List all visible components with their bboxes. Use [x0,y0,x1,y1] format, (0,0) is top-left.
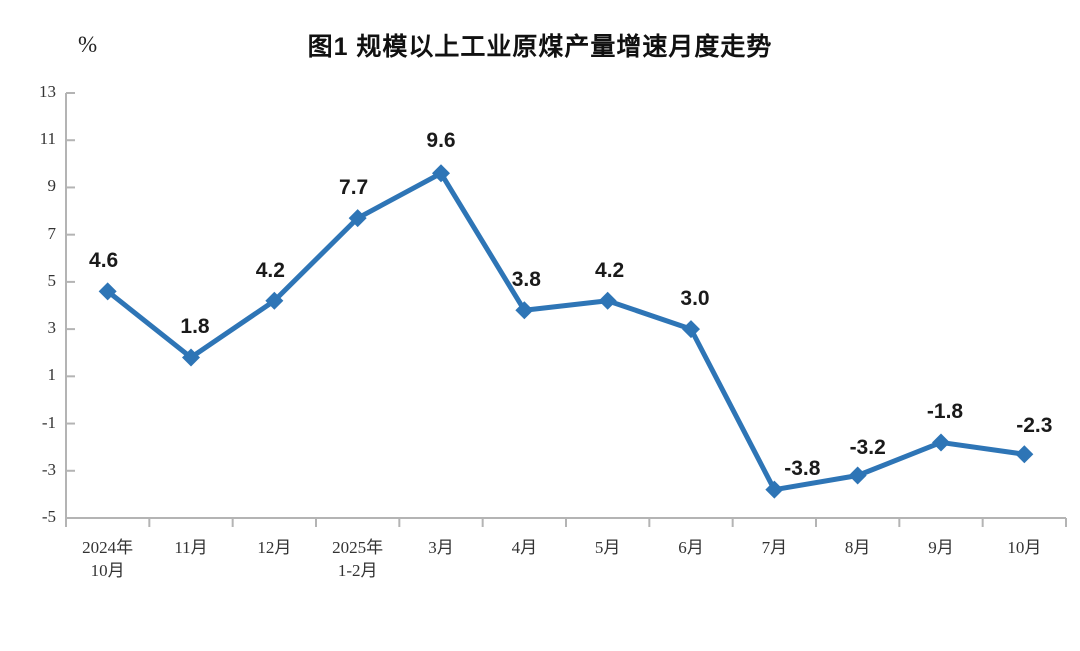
y-axis-tick-label: 9 [47,176,57,196]
data-point-label: 9.6 [426,129,456,153]
x-axis-tick-label: 10月 [1007,538,1042,557]
data-point-label: -1.8 [926,400,964,424]
y-axis-tick-label: 7 [47,223,57,243]
y-axis-tick-label: -5 [41,507,56,526]
y-axis-tick-label: 13 [39,82,56,101]
x-axis-tick-label: 3月 [428,538,454,557]
data-point-label: 1.8 [180,315,210,339]
x-axis-tick-label: 5月 [594,538,621,557]
y-axis-tick-label: -3 [41,459,56,479]
data-series-coal-growth [98,164,1034,499]
x-axis-tick-label: 11月 [174,538,208,557]
x-axis-tick-label: 6月 [678,538,704,557]
y-axis-tick-label: 11 [39,129,56,149]
x-axis-tick-label: 8月 [844,538,871,557]
chart-axes [65,92,1067,527]
x-axis-tick-label: 2024年 10月 [82,538,134,580]
data-point-label: 3.0 [680,287,710,311]
y-axis-unit-label: % [78,32,98,57]
data-point-label: -3.8 [784,456,821,480]
y-axis-tick-label: 5 [47,270,57,290]
data-point-label: -2.3 [1016,414,1053,438]
data-point-label: 4.2 [595,258,625,282]
y-axis-tick-label: -1 [41,412,56,432]
data-point-label: 7.7 [339,176,369,200]
data-point-label: 4.2 [255,258,285,282]
y-axis-tick-label: 1 [47,365,57,385]
data-point-label: 4.6 [89,249,119,273]
data-point-label: 3.8 [511,268,541,292]
chart-title: 图1 规模以上工业原煤产量增速月度走势 [307,33,773,61]
x-axis-tick-label: 9月 [928,538,954,557]
x-axis-tick-label: 4月 [511,538,538,557]
x-axis-tick-label: 2025年 1-2月 [332,538,384,580]
x-axis-tick-label: 12月 [257,538,292,557]
x-axis-tick-label: 7月 [761,538,788,557]
data-point-label: -3.2 [849,435,886,459]
y-axis-tick-label: 3 [47,318,57,338]
